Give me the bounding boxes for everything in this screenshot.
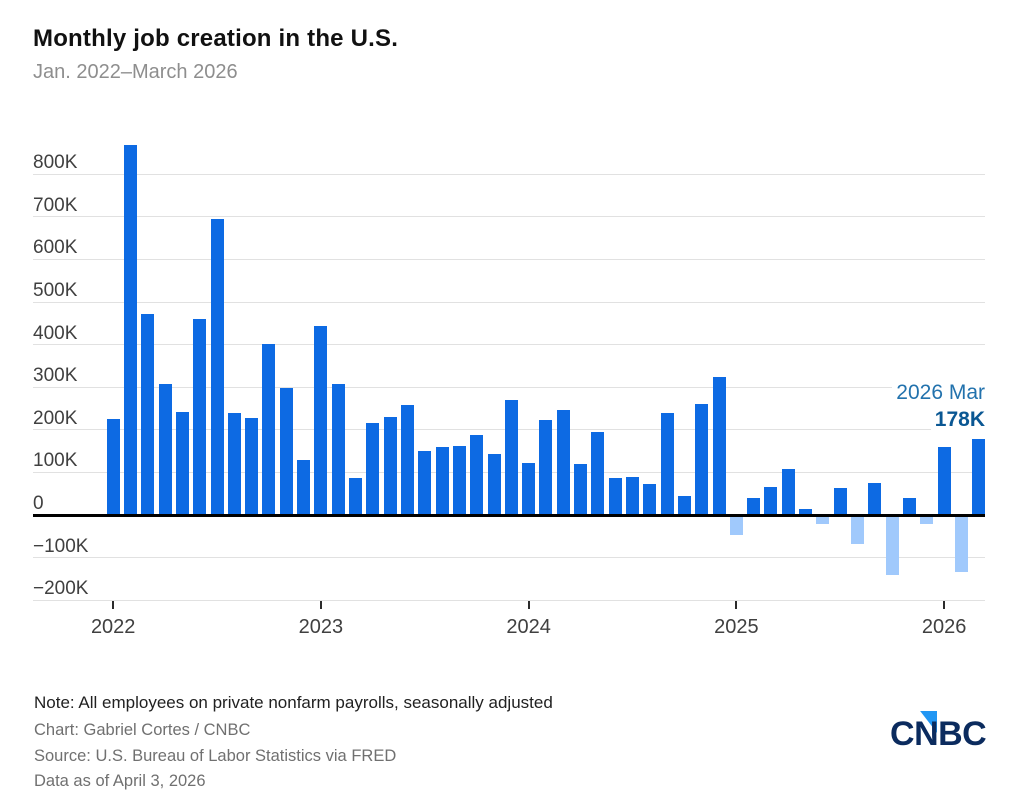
gridline-300K [33, 386, 985, 388]
bar-2024-06 [608, 477, 622, 515]
bar-2024-05 [591, 431, 605, 515]
x-axis-tick-2025 [735, 601, 738, 609]
x-axis-tick-2022 [112, 601, 115, 609]
bar-2025-05 [799, 509, 813, 515]
bar-2025-06 [816, 515, 830, 525]
y-axis-label-100K: 100K [33, 450, 78, 472]
x-axis-label-2026: 2026 [921, 616, 967, 638]
logo-n-wrap: N [914, 711, 939, 753]
bar-2025-02 [747, 497, 761, 515]
bar-2022-01 [106, 418, 120, 515]
chart-credit: Chart: Gabriel Cortes / CNBC [34, 721, 251, 739]
bar-2022-07 [210, 218, 224, 515]
gridline-−100K [33, 557, 985, 559]
bar-2025-01 [729, 515, 743, 536]
bar-2024-04 [574, 463, 588, 515]
bar-2024-08 [643, 484, 657, 515]
cnbc-logo: C NBC [890, 711, 987, 753]
annotation-month-label: 2026 Mar [892, 381, 985, 404]
bar-2025-08 [851, 515, 865, 544]
page-subtitle: Jan. 2022–March 2026 [33, 61, 238, 83]
bar-2026-02 [954, 515, 968, 573]
bar-2022-11 [279, 388, 293, 515]
y-axis-label-200K: 200K [33, 407, 78, 429]
x-axis-tick-2024 [527, 601, 530, 609]
x-axis-tick-2023 [319, 601, 322, 609]
y-axis-label-−100K: −100K [33, 535, 89, 557]
bar-2023-09 [452, 446, 466, 515]
bar-2023-04 [366, 422, 380, 515]
bar-2023-11 [487, 454, 501, 515]
bar-2022-02 [124, 144, 137, 515]
zero-baseline [33, 513, 985, 517]
bar-2024-07 [626, 476, 639, 515]
gridline-800K [33, 173, 985, 175]
bar-2024-03 [556, 410, 570, 515]
bar-2025-10 [885, 515, 899, 576]
bar-2025-04 [781, 468, 795, 515]
bar-2022-05 [175, 411, 189, 515]
bar-2025-12 [920, 515, 934, 525]
bar-2023-05 [383, 417, 397, 515]
y-axis-label-600K: 600K [33, 237, 78, 259]
x-axis-label-2024: 2024 [506, 616, 551, 638]
y-axis-label-0: 0 [33, 493, 44, 514]
bar-2022-09 [245, 417, 259, 515]
data-as-of: Data as of April 3, 2026 [34, 772, 206, 790]
x-axis-label-2025: 2025 [714, 616, 759, 638]
logo-letter-c: C [890, 715, 915, 753]
gridline-600K [33, 258, 985, 260]
y-axis-label-400K: 400K [33, 322, 78, 344]
y-axis-label-300K: 300K [33, 365, 78, 387]
bar-2024-11 [695, 403, 709, 515]
gridline-700K [33, 216, 985, 218]
bar-2023-02 [331, 384, 345, 515]
bar-2022-03 [141, 313, 155, 515]
y-axis-label-500K: 500K [33, 280, 78, 301]
bar-2024-10 [677, 496, 691, 515]
bar-2022-04 [158, 384, 172, 515]
bar-2025-07 [833, 487, 847, 515]
gridline-500K [33, 301, 985, 303]
chart-source: Source: U.S. Bureau of Labor Statistics … [34, 747, 397, 765]
y-axis-label-700K: 700K [33, 194, 78, 216]
bar-2023-01 [314, 325, 328, 515]
logo-letters-bc: BC [938, 715, 987, 753]
bar-2023-03 [349, 477, 363, 515]
bar-2023-10 [470, 434, 484, 515]
bar-2024-01 [522, 463, 536, 515]
annotation-value-label: 178K [930, 408, 985, 431]
latest-value-annotation: 2026 Mar 178K [892, 380, 985, 434]
x-axis-tick-2026 [943, 601, 946, 609]
gridline-400K [33, 344, 985, 346]
y-axis-label-800K: 800K [33, 152, 78, 174]
x-axis-label-2022: 2022 [90, 616, 136, 638]
page-title: Monthly job creation in the U.S. [33, 25, 399, 52]
chart-note: Note: All employees on private nonfarm p… [34, 693, 553, 712]
bar-2022-12 [297, 460, 311, 515]
bar-2022-10 [262, 344, 276, 515]
bar-2022-08 [227, 413, 241, 515]
y-axis-label-−200K: −200K [33, 578, 89, 600]
bar-2023-07 [418, 451, 432, 515]
bar-2025-03 [764, 487, 778, 515]
logo-letter-n: N [914, 715, 939, 753]
bar-2023-12 [504, 399, 518, 515]
bar-2026-03 [972, 439, 986, 515]
bar-2022-06 [193, 318, 207, 515]
gridline-−200K [33, 599, 985, 601]
bar-2026-01 [937, 447, 951, 515]
bar-2024-02 [539, 420, 553, 515]
bar-2023-06 [400, 404, 414, 515]
bar-2025-11 [902, 497, 916, 515]
bar-2023-08 [435, 447, 449, 515]
bar-2024-09 [660, 412, 674, 515]
bar-2025-09 [868, 482, 882, 515]
bar-2024-12 [712, 377, 726, 515]
x-axis-label-2023: 2023 [298, 616, 344, 638]
